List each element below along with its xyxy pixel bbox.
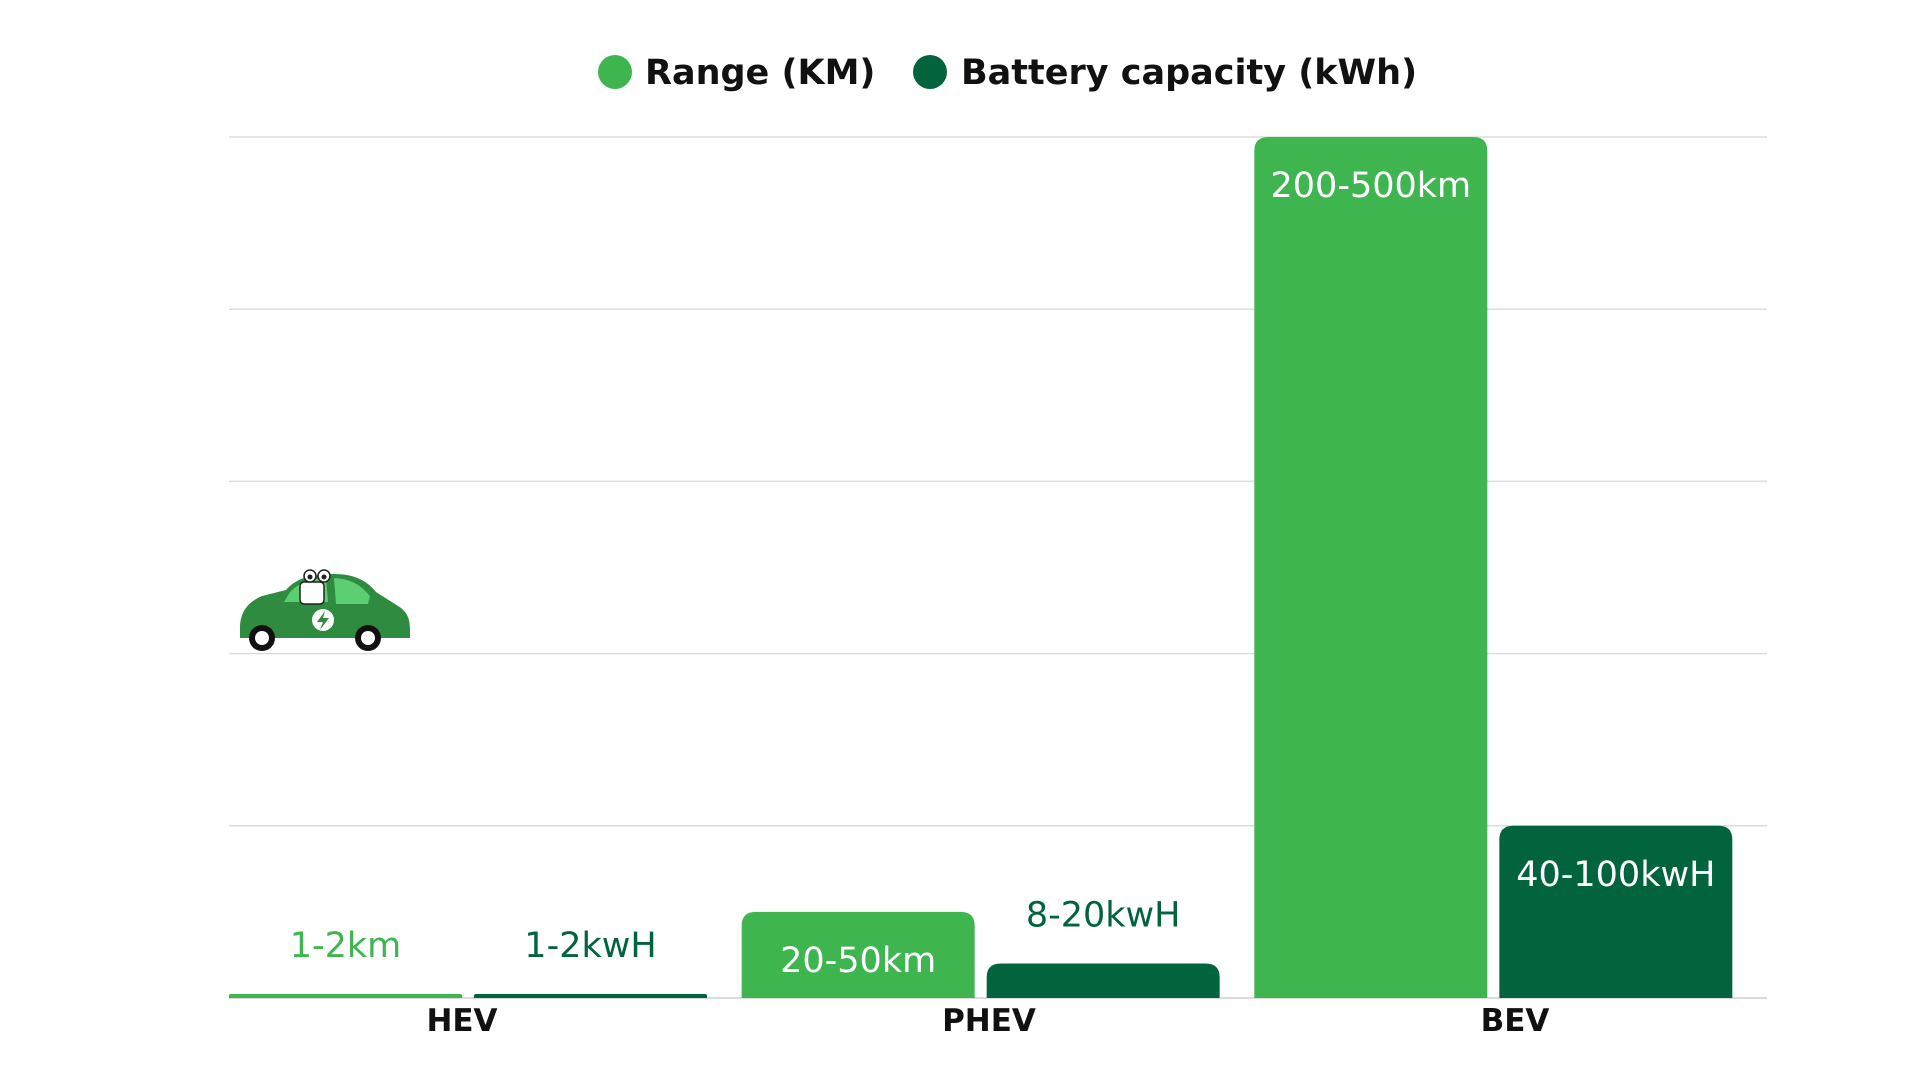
bars <box>229 137 1733 998</box>
data-labels: 1-2km 1-2kwH 20-50km 8-20kwH 200-500km 40-100… <box>290 166 1716 981</box>
category-label-bev: BEV <box>1481 1003 1550 1039</box>
category-axis: HEV PHEV BEV <box>426 1003 1549 1039</box>
data-label-hev-range: 1-2km <box>290 926 402 966</box>
bar-hev-battery <box>474 994 707 998</box>
data-label-bev-battery: 40-100kwH <box>1516 855 1715 895</box>
legend-label-range: Range (KM) <box>645 53 875 93</box>
legend-swatch-range <box>598 55 632 89</box>
data-label-phev-range: 20-50km <box>780 941 936 981</box>
category-label-phev: PHEV <box>942 1003 1036 1039</box>
legend-label-battery: Battery capacity (kWh) <box>961 53 1417 93</box>
category-label-hev: HEV <box>426 1003 497 1039</box>
legend-item-battery: Battery capacity (kWh) <box>913 53 1417 93</box>
bar-phev-battery <box>986 963 1220 998</box>
bar-bev-range <box>1254 137 1488 998</box>
bar-phev-range <box>741 911 975 998</box>
legend-item-range: Range (KM) <box>598 53 875 93</box>
bar-bev-battery <box>1499 825 1733 998</box>
electric-car-icon <box>240 569 410 651</box>
data-label-phev-battery: 8-20kwH <box>1026 896 1181 936</box>
data-label-bev-range: 200-500km <box>1271 166 1472 206</box>
legend-swatch-battery <box>913 55 947 89</box>
bar-hev-range <box>229 994 462 998</box>
data-label-hev-battery: 1-2kwH <box>524 926 656 966</box>
legend: Range (KM) Battery capacity (kWh) <box>598 53 1417 93</box>
